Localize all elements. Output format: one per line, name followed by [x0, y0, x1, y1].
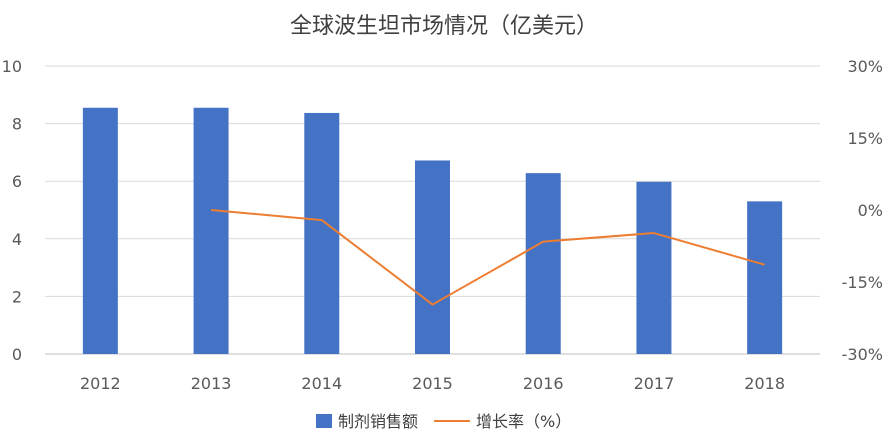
chart-title: 全球波生坦市场情况（亿美元） [290, 14, 598, 39]
bar [82, 107, 118, 354]
right-tick-label: 0% [858, 201, 883, 220]
left-tick-label: 0 [12, 345, 22, 364]
right-tick-label: 30% [847, 57, 883, 76]
bar [193, 107, 229, 354]
legend-bar-swatch [316, 414, 332, 428]
left-tick-label: 10 [2, 57, 22, 76]
bar [304, 112, 340, 354]
legend-line-label: 增长率（%） [476, 412, 571, 431]
legend-bar-label: 制剂销售额 [338, 412, 418, 431]
bar [525, 173, 561, 354]
bar [747, 201, 783, 354]
x-axis: 2012 2013 2014 2015 2016 2017 2018 [80, 374, 785, 393]
growth-line [210, 209, 765, 306]
right-tick-label: 15% [847, 129, 883, 148]
x-tick-label: 2012 [80, 374, 121, 393]
x-tick-label: 2014 [301, 374, 342, 393]
left-tick-label: 8 [12, 115, 22, 134]
bar [415, 160, 450, 354]
x-tick-label: 2016 [523, 374, 564, 393]
right-tick-label: -30% [842, 345, 883, 364]
right-tick-label: -15% [842, 273, 883, 292]
legend: 制剂销售额 增长率（%） [316, 412, 571, 431]
left-tick-label: 4 [12, 230, 22, 249]
x-tick-label: 2015 [412, 374, 453, 393]
x-tick-label: 2017 [634, 374, 675, 393]
line-series [210, 209, 765, 306]
right-axis: -30% -15% 0% 15% 30% [842, 57, 883, 364]
x-tick-label: 2013 [191, 374, 232, 393]
x-tick-label: 2018 [744, 374, 785, 393]
left-tick-label: 2 [12, 287, 22, 306]
bar [636, 181, 672, 354]
left-tick-label: 6 [12, 172, 22, 191]
bar-series [82, 107, 783, 354]
left-axis: 0 2 4 6 8 10 [2, 57, 22, 364]
